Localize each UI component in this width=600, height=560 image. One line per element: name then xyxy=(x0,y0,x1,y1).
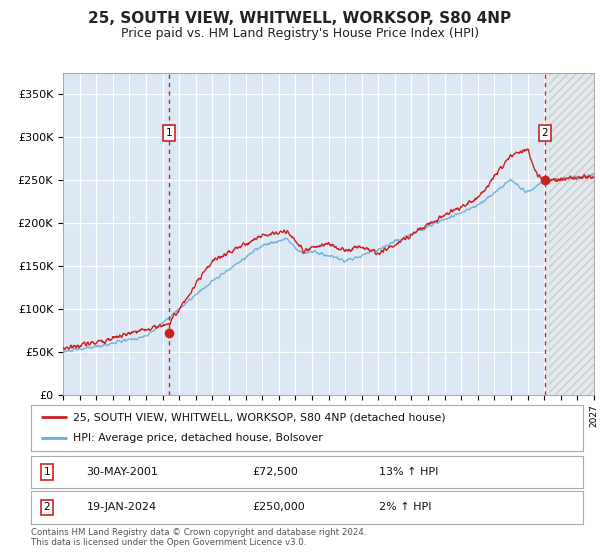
Text: 13% ↑ HPI: 13% ↑ HPI xyxy=(379,467,439,477)
Text: 25, SOUTH VIEW, WHITWELL, WORKSOP, S80 4NP: 25, SOUTH VIEW, WHITWELL, WORKSOP, S80 4… xyxy=(88,11,512,26)
Text: 25, SOUTH VIEW, WHITWELL, WORKSOP, S80 4NP (detached house): 25, SOUTH VIEW, WHITWELL, WORKSOP, S80 4… xyxy=(73,412,445,422)
Text: 1: 1 xyxy=(166,128,173,138)
Bar xyxy=(549,73,594,395)
Text: Contains HM Land Registry data © Crown copyright and database right 2024.
This d: Contains HM Land Registry data © Crown c… xyxy=(31,528,367,548)
Bar xyxy=(549,73,594,395)
Text: 19-JAN-2024: 19-JAN-2024 xyxy=(86,502,157,512)
Text: £250,000: £250,000 xyxy=(252,502,305,512)
Text: £72,500: £72,500 xyxy=(252,467,298,477)
Text: 2: 2 xyxy=(43,502,50,512)
Text: 2% ↑ HPI: 2% ↑ HPI xyxy=(379,502,431,512)
Text: 30-MAY-2001: 30-MAY-2001 xyxy=(86,467,158,477)
Text: 2: 2 xyxy=(542,128,548,138)
Bar xyxy=(549,73,594,395)
Text: 1: 1 xyxy=(43,467,50,477)
Text: HPI: Average price, detached house, Bolsover: HPI: Average price, detached house, Bols… xyxy=(73,433,322,444)
Text: Price paid vs. HM Land Registry's House Price Index (HPI): Price paid vs. HM Land Registry's House … xyxy=(121,27,479,40)
